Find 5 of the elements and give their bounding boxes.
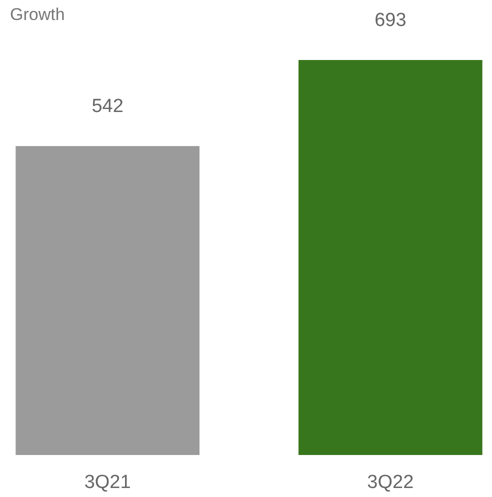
x-tick-label: 3Q21 [84, 472, 131, 493]
data-label: 542 [92, 96, 124, 118]
chart-title: Growth [10, 5, 65, 24]
x-tick-label: 3Q22 [367, 472, 414, 493]
data-label: 693 [374, 10, 406, 31]
